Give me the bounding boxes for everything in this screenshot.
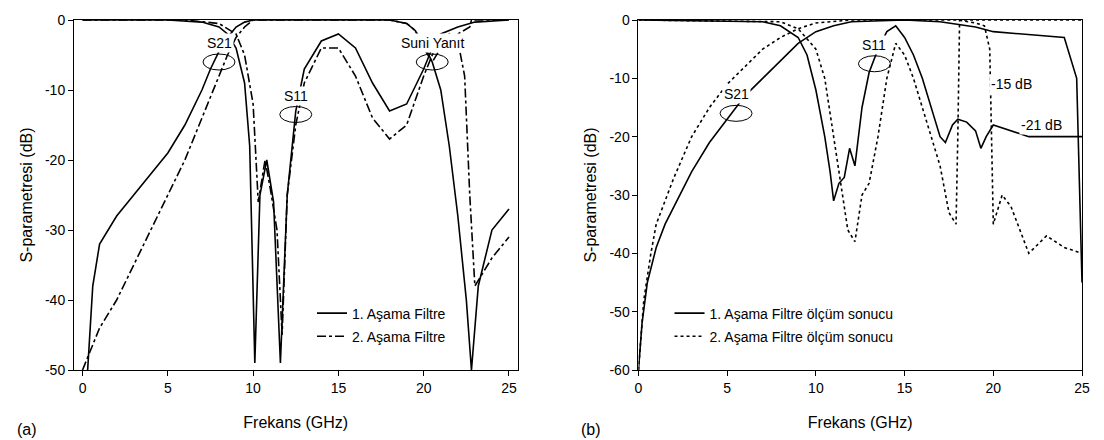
svg-text:0: 0 xyxy=(635,380,643,396)
svg-text:-60: -60 xyxy=(609,362,629,378)
svg-text:-20: -20 xyxy=(45,152,65,168)
svg-text:S11: S11 xyxy=(862,37,886,53)
svg-text:15: 15 xyxy=(331,380,347,396)
svg-text:S-parametresi (dB): S-parametresi (dB) xyxy=(582,127,599,262)
svg-text:0: 0 xyxy=(79,380,87,396)
svg-text:25: 25 xyxy=(501,380,517,396)
svg-text:-10: -10 xyxy=(609,70,629,86)
svg-text:1. Aşama Filtre ölçüm sonucu: 1. Aşama Filtre ölçüm sonucu xyxy=(710,306,894,322)
svg-text:-30: -30 xyxy=(609,187,629,203)
svg-text:-50: -50 xyxy=(609,304,629,320)
svg-text:-15 dB: -15 dB xyxy=(991,76,1032,92)
svg-text:20: 20 xyxy=(416,380,432,396)
svg-text:10: 10 xyxy=(245,380,261,396)
svg-text:S21: S21 xyxy=(207,35,232,51)
svg-text:15: 15 xyxy=(897,380,913,396)
svg-text:(b): (b) xyxy=(581,421,601,438)
svg-text:Frekans (GHz): Frekans (GHz) xyxy=(243,414,348,431)
svg-text:-40: -40 xyxy=(45,292,65,308)
svg-text:(a): (a) xyxy=(17,421,37,438)
svg-text:5: 5 xyxy=(164,380,172,396)
svg-text:1. Aşama Filtre: 1. Aşama Filtre xyxy=(352,306,446,322)
svg-text:-20: -20 xyxy=(609,129,629,145)
svg-text:S11: S11 xyxy=(284,88,308,104)
svg-text:-10: -10 xyxy=(45,82,65,98)
svg-text:S21: S21 xyxy=(724,86,749,102)
svg-text:20: 20 xyxy=(986,380,1002,396)
svg-text:Frekans (GHz): Frekans (GHz) xyxy=(808,414,913,431)
svg-text:-50: -50 xyxy=(45,362,65,378)
svg-text:S-parametresi (dB): S-parametresi (dB) xyxy=(18,127,35,262)
svg-text:-40: -40 xyxy=(609,245,629,261)
svg-text:10: 10 xyxy=(808,380,824,396)
svg-text:5: 5 xyxy=(723,380,731,396)
svg-text:0: 0 xyxy=(57,12,65,28)
svg-text:2. Aşama Filtre: 2. Aşama Filtre xyxy=(352,329,446,345)
svg-text:Suni Yanıt: Suni Yanıt xyxy=(401,35,464,51)
svg-text:2. Aşama Filtre ölçüm sonucu: 2. Aşama Filtre ölçüm sonucu xyxy=(710,329,894,345)
svg-text:-30: -30 xyxy=(45,222,65,238)
svg-text:0: 0 xyxy=(622,12,630,28)
svg-text:25: 25 xyxy=(1074,380,1090,396)
svg-text:-21 dB: -21 dB xyxy=(1021,117,1062,133)
